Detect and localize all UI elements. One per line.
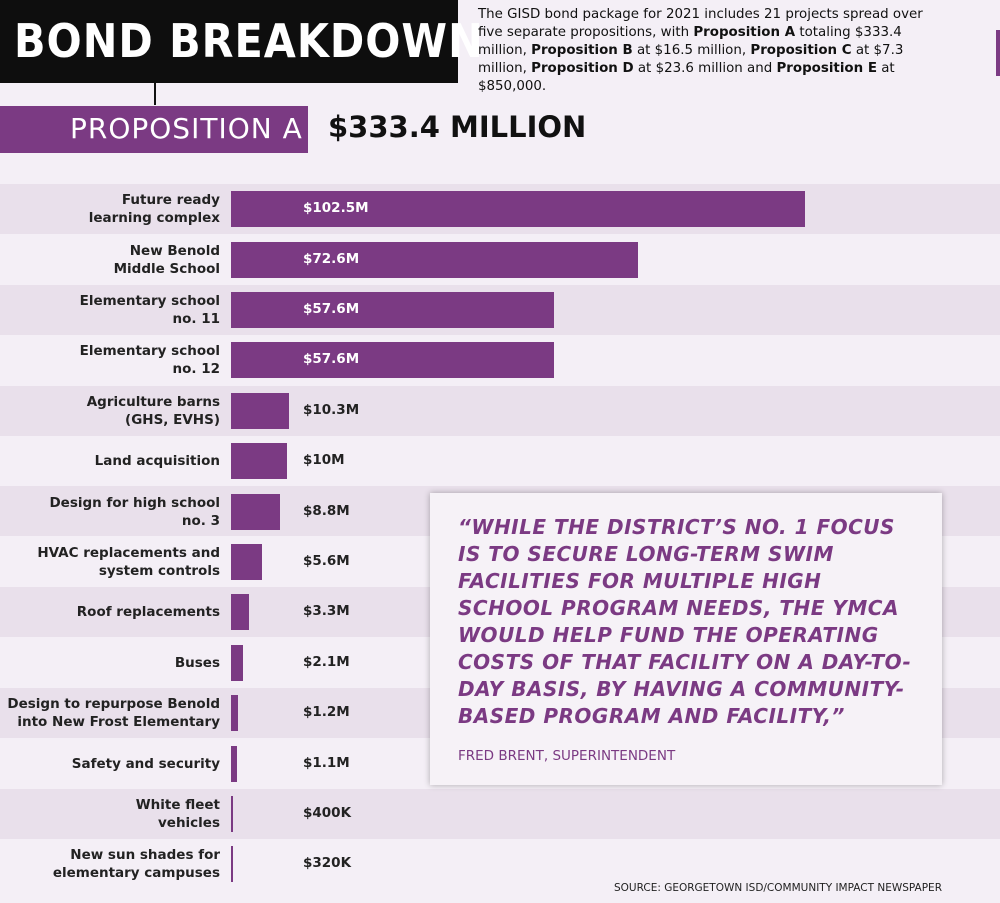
accent bbox=[996, 30, 1000, 76]
row-band bbox=[0, 385, 1000, 436]
category-label: Agriculture barns (GHS, EVHS) bbox=[86, 393, 220, 428]
intro-part: totaling $333.4 million, bbox=[478, 25, 902, 58]
category-label: Future ready learning complex bbox=[88, 192, 220, 227]
value-label: $1.2M bbox=[303, 704, 350, 721]
title: BOND BREAKDOWN bbox=[14, 14, 484, 68]
category-label: New Benold Middle School bbox=[113, 242, 220, 277]
intro-part: Proposition D bbox=[531, 61, 634, 76]
bar bbox=[231, 392, 289, 429]
category-label: White fleet vehicles bbox=[135, 797, 220, 831]
category-label: New sun shades for elementary campuses bbox=[52, 847, 220, 882]
value-label: $1.1M bbox=[303, 754, 350, 771]
category-label: Design for high school no. 3 bbox=[49, 494, 220, 529]
value-label: $72.6M bbox=[303, 250, 360, 267]
category-label: Elementary school no. 11 bbox=[79, 293, 220, 327]
bar bbox=[231, 695, 238, 732]
bar bbox=[231, 443, 287, 480]
intro-part: at $850,000. bbox=[478, 61, 895, 94]
bar bbox=[231, 493, 281, 530]
intro-part: at $7.3 million, bbox=[478, 43, 904, 76]
proposition: PROPOSITION A bbox=[70, 112, 303, 145]
category-label: Land acquisition bbox=[94, 453, 220, 470]
source: SOURCE: GEORGETOWN ISD/COMMUNITY IMPACT … bbox=[613, 882, 942, 894]
value-label: $57.6M bbox=[303, 301, 360, 317]
intro-part: Proposition C bbox=[750, 43, 852, 58]
category-label: Buses bbox=[174, 654, 220, 671]
bar bbox=[231, 745, 238, 782]
category-label: Elementary school no. 12 bbox=[79, 343, 220, 378]
category-label: Design to repurpose Benold into New Fros… bbox=[7, 696, 220, 731]
bar bbox=[231, 292, 554, 328]
value-label: $320K bbox=[303, 855, 352, 872]
intro-part: Proposition B bbox=[531, 43, 633, 58]
value-label: $102.5M bbox=[303, 200, 369, 217]
bar bbox=[231, 594, 250, 631]
attribution: FRED BRENT, SUPERINTENDENT bbox=[458, 748, 676, 764]
value-label: $2.1M bbox=[303, 653, 350, 670]
bar bbox=[231, 846, 233, 883]
bar bbox=[231, 342, 554, 379]
value-label: $10.3M bbox=[303, 401, 360, 418]
total: $333.4 MILLION bbox=[328, 110, 587, 144]
connector bbox=[154, 83, 156, 105]
intro-part: at $23.6 million and bbox=[633, 61, 777, 76]
bar bbox=[231, 544, 263, 580]
intro-part: Proposition A bbox=[693, 25, 796, 40]
value-label: $400K bbox=[303, 805, 352, 821]
bar bbox=[231, 796, 234, 832]
category-label: Safety and security bbox=[71, 755, 220, 772]
intro: The GISD bond package for 2021 includes … bbox=[478, 6, 948, 96]
value-label: $10M bbox=[303, 452, 345, 469]
bar bbox=[231, 241, 638, 278]
bar bbox=[231, 644, 243, 681]
title-box bbox=[0, 0, 458, 83]
value-label: $3.3M bbox=[303, 603, 350, 620]
intro-part: Proposition E bbox=[776, 61, 877, 76]
value-label: $57.6M bbox=[303, 351, 360, 368]
value-label: $5.6M bbox=[303, 553, 350, 569]
intro-part: at $16.5 million, bbox=[632, 43, 751, 58]
proposition-box bbox=[0, 106, 308, 153]
value-label: $8.8M bbox=[303, 502, 350, 519]
category-label: HVAC replacements and system controls bbox=[37, 545, 220, 579]
category-label: Roof replacements bbox=[76, 604, 220, 621]
quote-box bbox=[430, 493, 942, 785]
quote: “WHILE THE DISTRICT’S NO. 1 FOCUS IS TO … bbox=[458, 515, 912, 728]
intro-part: The GISD bond package for 2021 includes … bbox=[478, 7, 923, 40]
bar bbox=[231, 191, 805, 228]
row-band bbox=[0, 788, 1000, 839]
